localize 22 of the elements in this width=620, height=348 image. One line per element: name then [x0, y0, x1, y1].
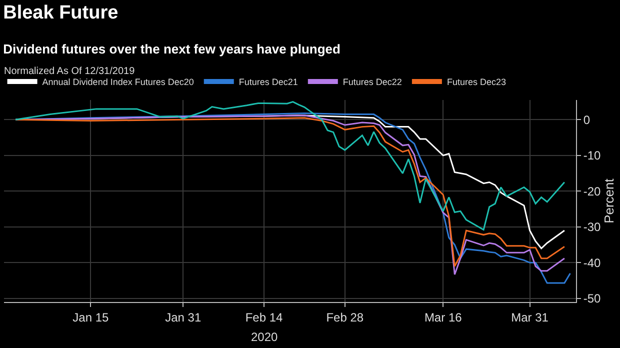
chart-subtitle: Dividend futures over the next few years have plunged: [3, 41, 341, 56]
x-tick-label: Jan 15: [72, 310, 110, 324]
y-tick-label: -40: [583, 256, 602, 270]
x-tick-label: Mar 16: [424, 310, 462, 324]
legend-label: Futures Dec21: [238, 76, 298, 87]
x-tick-label: Jan 31: [165, 310, 202, 324]
y-tick-label: -50: [583, 292, 602, 306]
y-tick-label: -20: [583, 184, 602, 198]
y-tick-label: -30: [583, 220, 602, 234]
line-series: [14, 101, 566, 231]
x-tick-label: Feb 14: [245, 310, 284, 324]
y-axis-title: Percent: [602, 178, 617, 224]
y-tick-label: 0: [583, 112, 590, 127]
text: 2020: [251, 330, 278, 344]
y-tick-label: -10: [583, 148, 602, 163]
legend-label: Futures Dec23: [446, 76, 506, 87]
legend-label: Futures Dec22: [342, 76, 402, 87]
legend-title: Normalized As Of 12/31/2019: [4, 66, 136, 77]
chart-title: Bleak Future: [3, 2, 118, 24]
x-tick-label: Feb 28: [326, 310, 364, 324]
x-tick-label: Mar 31: [511, 310, 549, 324]
legend-label: Annual Dividend Index Futures Dec20: [42, 76, 194, 87]
